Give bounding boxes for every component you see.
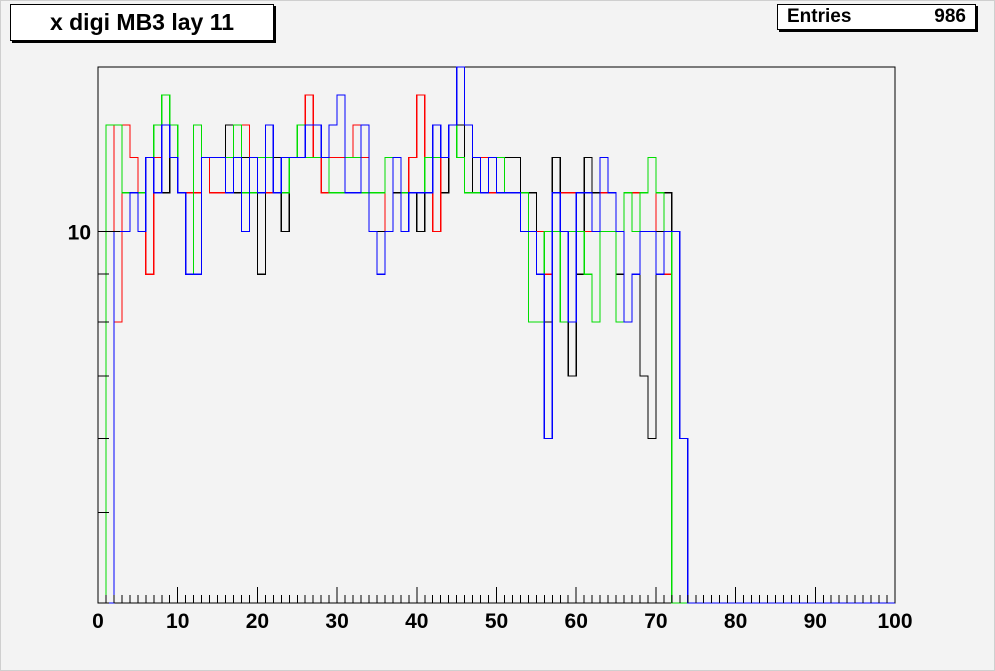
x-tick-label: 70 (644, 610, 667, 633)
x-tick-label: 10 (166, 610, 189, 633)
plot-area (97, 66, 896, 604)
x-axis: 0 10 20 30 40 50 60 70 80 90 100 (92, 587, 913, 633)
x-tick-label: 30 (325, 610, 348, 633)
x-tick-label: 40 (405, 610, 428, 633)
stats-entries-label: Entries (787, 6, 852, 27)
stats-entries-value: 986 (934, 6, 966, 27)
x-tick-label: 90 (804, 610, 827, 633)
x-tick-label: 100 (877, 610, 912, 633)
x-tick-label: 80 (724, 610, 747, 633)
y-axis: 10 (68, 221, 120, 604)
x-tick-label: 20 (246, 610, 269, 633)
x-tick-label: 60 (565, 610, 588, 633)
x-tick-label: 0 (92, 610, 104, 633)
stats-box: Entries 986 (777, 4, 976, 30)
histogram-title: x digi MB3 lay 11 (10, 4, 274, 41)
y-tick-label: 10 (68, 221, 91, 244)
histogram-series-3 (98, 66, 895, 604)
histogram-title-text: x digi MB3 lay 11 (49, 9, 235, 35)
x-tick-label: 50 (485, 610, 508, 633)
